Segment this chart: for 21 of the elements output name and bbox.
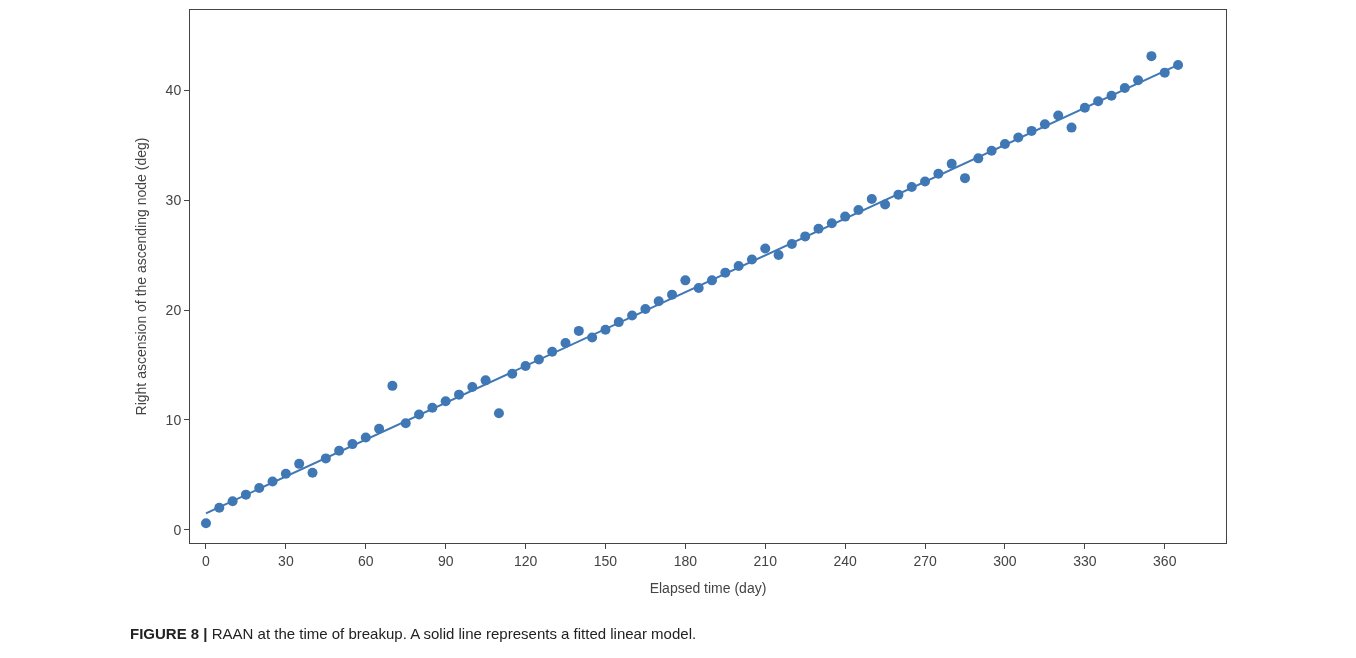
y-tick-label: 20 xyxy=(165,301,182,318)
x-tick-label: 120 xyxy=(513,552,538,569)
y-tick-label: 40 xyxy=(165,82,182,99)
x-tick-label: 150 xyxy=(593,552,618,569)
x-tick-label: 0 xyxy=(202,552,211,569)
x-tick-label: 60 xyxy=(357,552,374,569)
y-axis-title: Right ascension of the ascending node (deg) xyxy=(133,137,150,416)
x-tick-label: 30 xyxy=(278,552,294,569)
x-tick-label: 240 xyxy=(833,552,858,569)
y-tick-label: 0 xyxy=(173,521,182,538)
y-tick-label: 10 xyxy=(165,411,182,428)
x-tick-label: 90 xyxy=(437,552,454,569)
x-tick-label: 270 xyxy=(913,552,937,569)
x-tick-label: 180 xyxy=(673,552,698,569)
caption: FIGURE 8 | RAAN at the time of breakup. A solid line represents a fitted linear model. xyxy=(130,625,697,642)
x-tick-label: 210 xyxy=(753,552,778,569)
x-tick-label: 360 xyxy=(1153,552,1177,569)
x-tick-label: 300 xyxy=(993,552,1017,569)
y-tick-label: 30 xyxy=(165,192,182,209)
x-axis-title: Elapsed time (day) xyxy=(649,580,767,597)
x-tick-label: 330 xyxy=(1073,552,1097,569)
